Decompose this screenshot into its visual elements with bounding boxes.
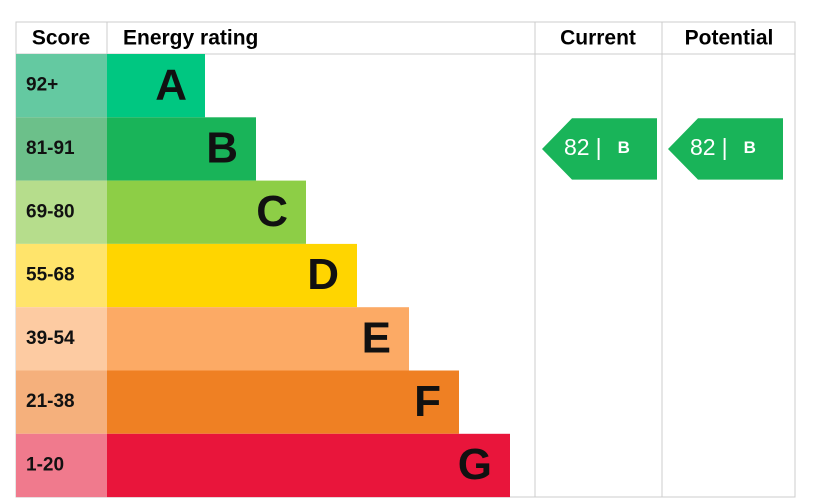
rating-letter: A (155, 60, 187, 109)
potential-separator: | (722, 134, 728, 160)
score-label: 39-54 (26, 328, 75, 349)
rating-bar (107, 117, 256, 181)
score-cell (16, 243, 107, 308)
rating-letter: D (307, 250, 339, 299)
potential-arrow (668, 118, 783, 180)
score-label: 69-80 (26, 201, 75, 222)
current-band: B (618, 138, 630, 157)
score-label: 1-20 (26, 454, 64, 475)
score-cell (16, 180, 107, 244)
potential-value: 82 (690, 134, 716, 160)
score-label: 21-38 (26, 391, 75, 412)
potential-label: 82 | B (690, 134, 756, 160)
score-label: 81-91 (26, 138, 75, 159)
rating-bar (107, 370, 459, 434)
score-cell (16, 370, 107, 434)
rating-letter: B (206, 124, 238, 173)
current-separator: | (596, 134, 602, 160)
score-cell (16, 117, 107, 181)
score-cell (16, 54, 107, 118)
score-label: 55-68 (26, 265, 75, 286)
current-value: 82 (564, 134, 590, 160)
rating-letter: G (458, 440, 492, 489)
rating-letter: C (256, 187, 288, 236)
header-rating: Energy rating (123, 27, 258, 50)
rating-bar (107, 180, 306, 244)
rating-bar (107, 433, 510, 498)
rating-bar (107, 307, 409, 371)
score-cell (16, 433, 107, 498)
rating-bar (107, 54, 205, 118)
rating-letter: E (362, 313, 391, 362)
rating-letter: F (414, 377, 441, 426)
current-label: 82 | B (564, 134, 630, 160)
header-current: Current (560, 27, 636, 50)
potential-band: B (744, 138, 756, 157)
header-potential: Potential (685, 27, 774, 50)
current-arrow (542, 118, 657, 180)
rating-bar (107, 243, 357, 308)
score-cell (16, 307, 107, 371)
header-score: Score (32, 27, 90, 50)
score-label: 92+ (26, 75, 58, 96)
